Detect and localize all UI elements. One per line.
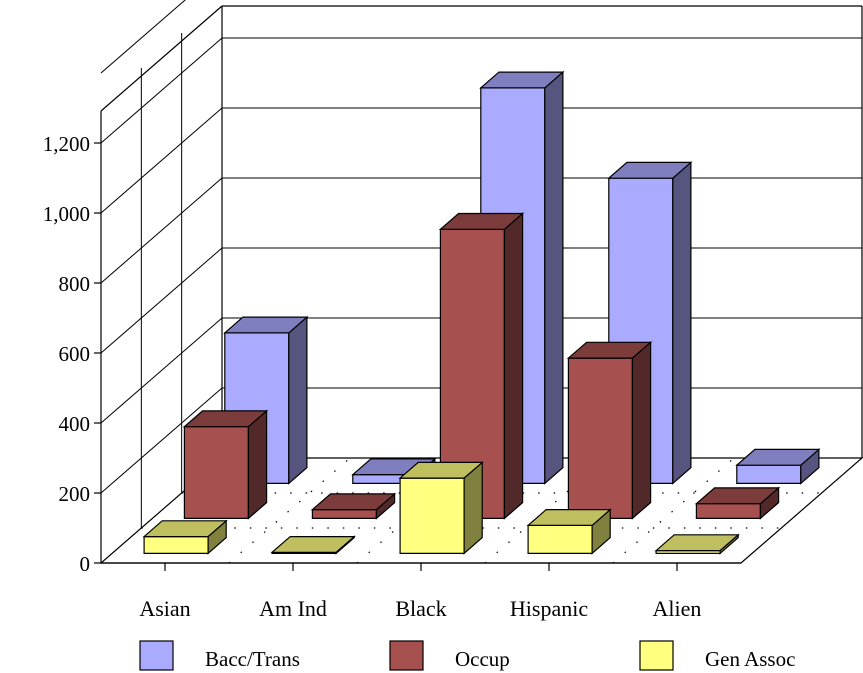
bar-side-face <box>247 409 268 520</box>
bar <box>654 533 740 555</box>
category-label: Am Ind <box>259 596 327 621</box>
y-tick-label: 1,000 <box>43 202 90 226</box>
bar-side-face <box>288 315 308 485</box>
bar <box>398 461 484 555</box>
bar-side-face <box>503 212 524 520</box>
side-gridline <box>100 247 223 354</box>
y-tick-label: 600 <box>59 342 91 366</box>
side-gridline <box>100 387 223 494</box>
category-label: Alien <box>653 596 702 621</box>
category-label: Hispanic <box>510 596 588 621</box>
x-axis: Asian Am Ind Black Hispanic Alien <box>101 562 741 621</box>
category-label: Asian <box>139 596 190 621</box>
bar-top-face <box>566 341 653 359</box>
bar-top-face <box>398 461 484 479</box>
bar <box>694 486 781 520</box>
legend-swatch <box>389 640 424 671</box>
side-gridline <box>100 317 223 424</box>
bar-top-face <box>142 520 228 538</box>
bar-top-face <box>479 71 565 89</box>
legend: Bacc/Trans Occup Gen Assoc <box>139 640 795 671</box>
legend-label: Gen Assoc <box>705 647 795 671</box>
bar <box>566 340 653 520</box>
y-tick-label: 1,200 <box>43 132 90 156</box>
bar-top-face <box>438 212 525 230</box>
bar-top-face <box>694 487 781 505</box>
bar-top-face <box>654 534 740 552</box>
side-gridline <box>100 37 223 144</box>
bar-front-face <box>567 357 634 520</box>
bar-side-face <box>544 70 564 485</box>
bar-side-face <box>631 340 652 520</box>
legend-label: Occup <box>455 647 510 671</box>
y-tick-label: 800 <box>59 272 91 296</box>
bar <box>526 508 612 555</box>
side-gridline <box>100 177 223 284</box>
bar-top-face <box>526 509 612 527</box>
side-wall-top-edge <box>100 5 223 112</box>
y-tick-label: 400 <box>59 412 91 436</box>
bar-front-face <box>183 426 249 520</box>
bar <box>142 519 228 555</box>
side-gridline <box>100 107 223 214</box>
bar-top-face <box>270 535 356 553</box>
bar-top-face <box>310 493 397 511</box>
bar <box>182 409 269 520</box>
bar <box>438 212 525 520</box>
bar <box>735 448 821 485</box>
bar-front-face <box>143 535 209 555</box>
bar-front-face <box>695 503 762 520</box>
legend-item: Occup <box>389 640 510 671</box>
bar-front-face <box>527 524 593 555</box>
legend-swatch <box>639 640 674 671</box>
y-tick-label: 200 <box>59 482 91 506</box>
bar-front-face <box>311 509 377 520</box>
bar-top-face <box>735 448 821 466</box>
category-label: Black <box>395 596 446 621</box>
bar-top-face <box>607 161 693 179</box>
bar <box>310 492 397 520</box>
bar-top-face <box>223 316 309 334</box>
side-gridline <box>100 0 186 74</box>
y-tick-label: 0 <box>80 552 91 576</box>
y-axis: 0 200 400 600 800 1,000 1,200 <box>43 132 101 576</box>
bar-top-face <box>182 410 269 428</box>
legend-item: Bacc/Trans <box>139 640 300 671</box>
legend-swatch <box>139 640 174 671</box>
bars-group <box>142 70 821 555</box>
bar <box>270 535 356 555</box>
bar-front-face <box>399 477 465 555</box>
legend-item: Gen Assoc <box>639 640 795 671</box>
bar-side-face <box>672 161 692 485</box>
bar-front-face <box>736 464 802 484</box>
legend-label: Bacc/Trans <box>205 647 300 671</box>
